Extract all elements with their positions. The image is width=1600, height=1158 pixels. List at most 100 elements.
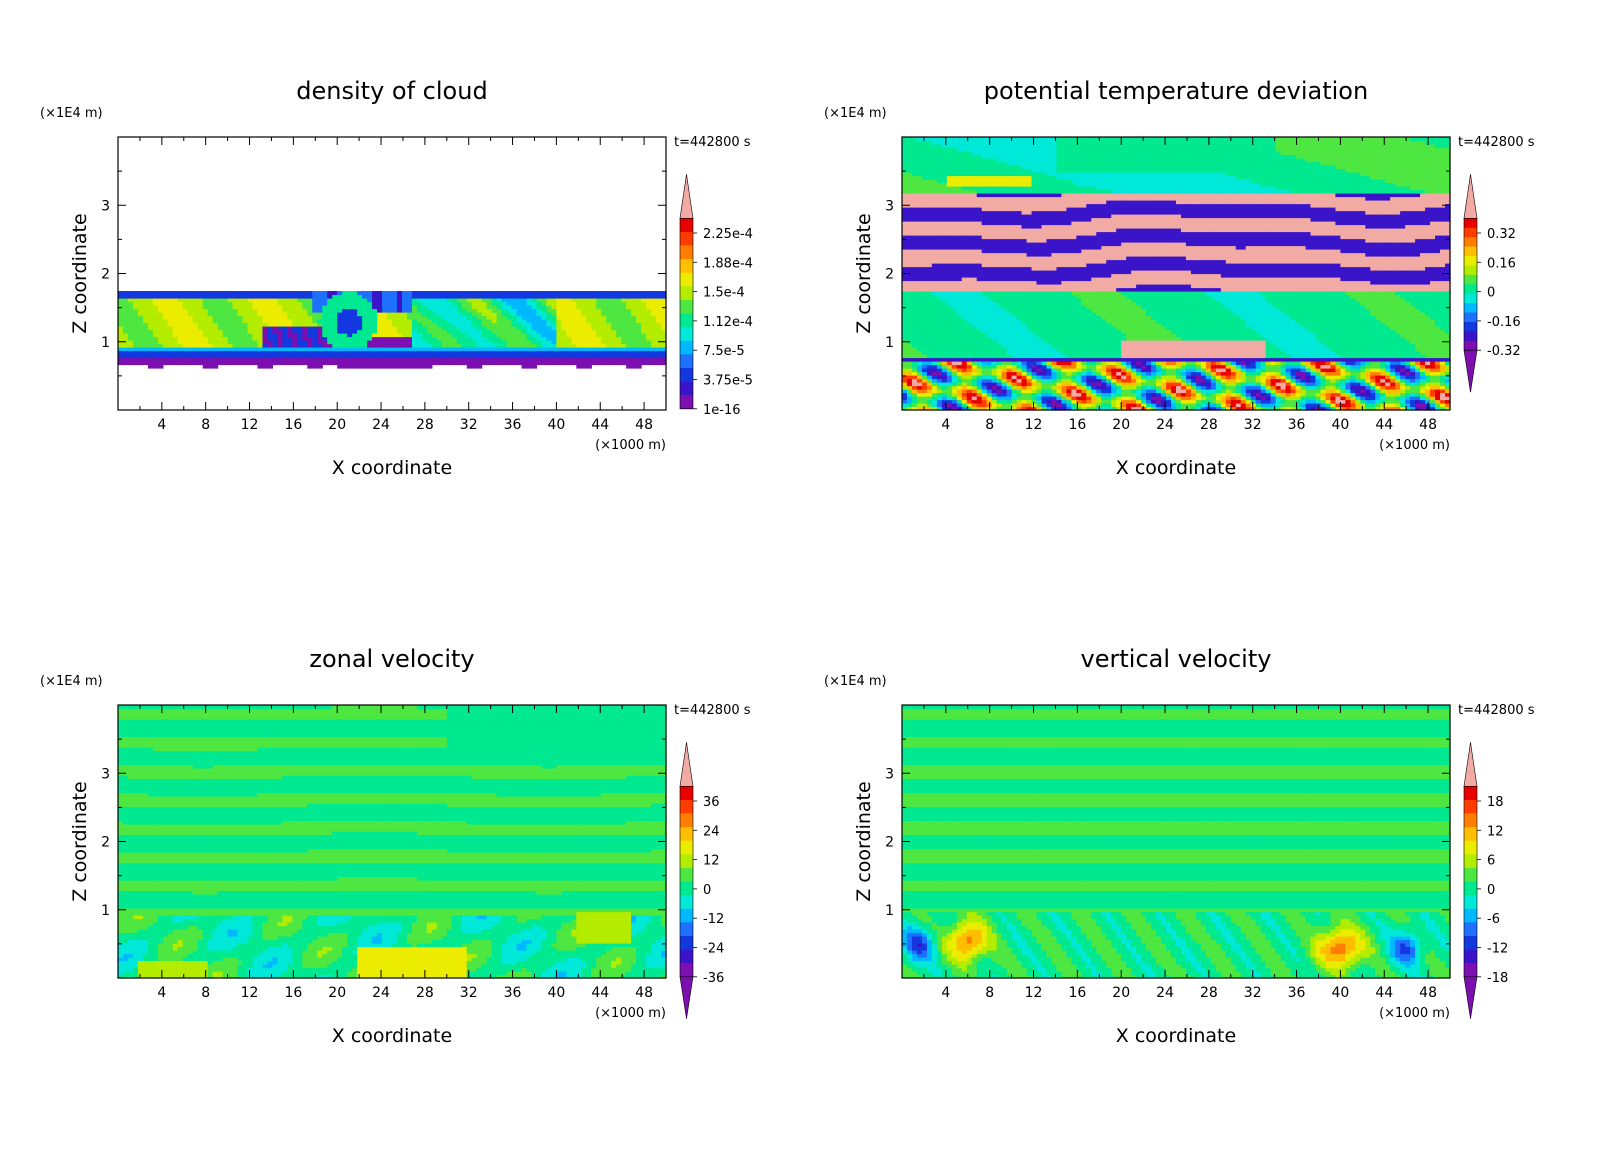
field-cell [936, 396, 943, 401]
field-cell [926, 144, 933, 149]
field-cell [981, 242, 988, 247]
field-cell [1051, 350, 1058, 355]
field-cell [471, 347, 478, 352]
field-cell [302, 347, 308, 352]
field-cell [1006, 350, 1013, 355]
field-cell [352, 343, 358, 348]
field-cell [621, 319, 627, 324]
field-cell [1006, 221, 1013, 226]
field-cell [941, 382, 948, 387]
field-cell [1011, 305, 1018, 310]
field-cell [471, 298, 478, 303]
field-cell [601, 312, 607, 317]
field-cell [142, 319, 149, 324]
field-cell [976, 210, 983, 215]
field-cell [916, 168, 923, 173]
field-cell [217, 354, 224, 359]
field-cell [446, 298, 453, 303]
field-cell [911, 228, 918, 233]
field-cell [287, 361, 293, 366]
field-cell [202, 336, 209, 341]
field-cell [127, 343, 134, 348]
field-cell [451, 301, 458, 306]
field-cell [941, 350, 948, 355]
field-cell [991, 210, 998, 215]
field-cell [956, 154, 963, 159]
field-cell [272, 354, 279, 359]
field-cell [272, 336, 279, 341]
field-cell [606, 301, 612, 306]
field-cell [596, 312, 602, 317]
field-cell [946, 294, 953, 299]
field-cell [511, 308, 518, 313]
field-cell [1016, 217, 1023, 222]
field-cell [561, 340, 567, 345]
field-cell [406, 350, 413, 355]
field-cell [277, 301, 283, 306]
field-cell [257, 322, 264, 327]
field-cell [421, 333, 428, 338]
field-cell [1036, 291, 1043, 296]
field-cell [626, 336, 632, 341]
field-cell [902, 252, 908, 257]
field-cell [1001, 329, 1008, 334]
field-cell [1056, 270, 1063, 275]
field-cell [906, 280, 913, 285]
field-cell [956, 326, 963, 331]
field-cell [222, 329, 229, 334]
field-cell [257, 340, 264, 345]
field-cell [242, 291, 249, 296]
field-cell [926, 168, 933, 173]
field-cell [337, 319, 343, 324]
field-cell [1031, 389, 1038, 394]
field-cell [981, 308, 988, 313]
field-cell [941, 228, 948, 233]
field-cell [566, 347, 572, 352]
field-cell [996, 298, 1003, 303]
field-cell [466, 347, 473, 352]
field-cell [1061, 336, 1067, 341]
field-cell [506, 350, 513, 355]
field-cell [911, 399, 918, 404]
field-cell [207, 333, 214, 338]
field-cell [916, 298, 923, 303]
field-cell [906, 382, 913, 387]
field-cell [941, 224, 948, 229]
field-cell [521, 329, 528, 334]
field-cell [347, 347, 353, 352]
field-cell [237, 357, 244, 362]
field-cell [1056, 252, 1063, 257]
field-cell [1056, 340, 1063, 345]
field-cell [966, 343, 973, 348]
field-cell [971, 172, 978, 177]
field-cell [137, 326, 144, 331]
field-cell [466, 308, 473, 313]
field-cell [307, 333, 313, 338]
field-cell [322, 354, 328, 359]
field-cell [1041, 280, 1048, 285]
field-cell [272, 326, 279, 331]
field-cell [317, 333, 323, 338]
field-cell [926, 364, 933, 369]
field-cell [626, 319, 632, 324]
field-cell [1041, 368, 1048, 373]
field-cell [961, 322, 968, 327]
field-cell [1056, 154, 1063, 159]
field-cell [1026, 214, 1033, 219]
field-cell [1051, 294, 1058, 299]
field-cell [387, 340, 393, 345]
field-cell [1011, 368, 1018, 373]
field-cell [536, 294, 543, 299]
field-cell [651, 298, 657, 303]
field-cell [347, 326, 353, 331]
field-cell [162, 308, 169, 313]
field-cell [1006, 214, 1013, 219]
field-cell [1006, 326, 1013, 331]
field-cell [1041, 224, 1048, 229]
field-cell [1011, 263, 1018, 268]
field-cell [1046, 221, 1053, 226]
field-cell [986, 347, 993, 352]
field-cell [162, 315, 169, 320]
field-cell [1046, 210, 1053, 215]
field-cell [292, 326, 298, 331]
